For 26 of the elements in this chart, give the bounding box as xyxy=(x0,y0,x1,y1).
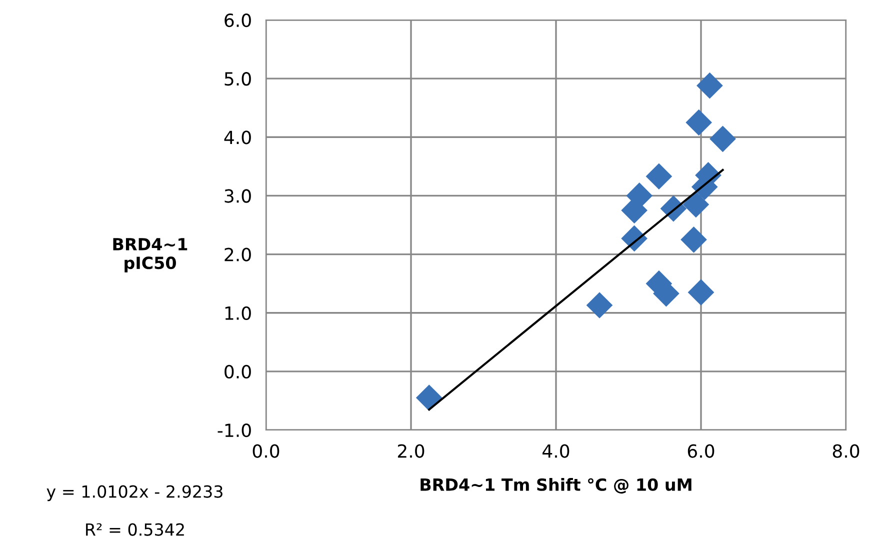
point xyxy=(646,163,672,190)
y-tick-label: 0.0 xyxy=(224,364,251,379)
text: R² = 0.5342 xyxy=(86,523,184,536)
point xyxy=(710,126,736,152)
text: y = 1.0102x - 2.9233 xyxy=(46,485,222,502)
point xyxy=(688,279,714,306)
x-tick-label: 2.0 xyxy=(398,444,424,458)
point xyxy=(416,384,442,411)
point xyxy=(680,226,707,253)
y-tick-label: 4.0 xyxy=(224,130,251,144)
x-tick-label: 8.0 xyxy=(832,444,860,458)
point xyxy=(686,109,712,136)
point xyxy=(586,292,613,318)
y-tick-label: 2.0 xyxy=(224,248,251,262)
x-axis-title: BRD4~1 Tm Shift °C @ 10 uM xyxy=(420,478,692,494)
point xyxy=(696,72,723,99)
x-tick-label: 0.0 xyxy=(252,444,280,458)
y-tick-label: -1.0 xyxy=(218,423,251,438)
x-tick-label: 4.0 xyxy=(542,444,570,458)
y-tick-label: 1.0 xyxy=(225,306,251,320)
point xyxy=(682,191,710,218)
y-tick-label: 3.0 xyxy=(224,189,251,203)
y-tick-label: 6.0 xyxy=(224,13,251,28)
y-axis-title: BRD4~1 pIC50 xyxy=(113,238,188,272)
x-tick-label: 6.0 xyxy=(688,444,714,458)
y-tick-label: 5.0 xyxy=(224,72,251,86)
